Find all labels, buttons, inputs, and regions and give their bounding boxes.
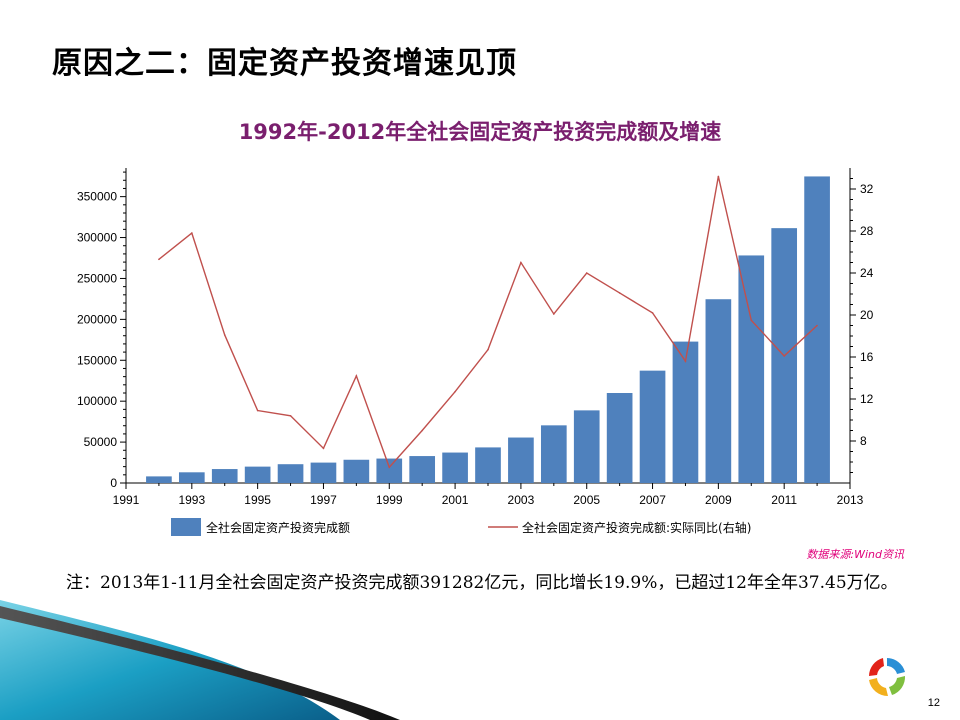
- growth-point: [158, 258, 160, 261]
- bar: [146, 476, 172, 483]
- chart-title: 1992年-2012年全社会固定资产投资完成额及增速: [238, 120, 722, 144]
- bar: [738, 255, 765, 483]
- footnote: 注：2013年1-11月全社会固定资产投资完成额391282亿元，同比增长19.…: [66, 573, 898, 593]
- x-tick-label: 1997: [310, 493, 337, 507]
- y-left-tick-label: 100000: [77, 394, 117, 408]
- growth-point: [750, 319, 753, 322]
- bar: [343, 459, 370, 483]
- chart: 0 50000 100000 150000 200000 250000 300000 3500…: [77, 168, 874, 536]
- source-note: 数据来源:Wind资讯: [806, 548, 904, 561]
- growth-point: [223, 334, 226, 336]
- growth-point: [520, 261, 522, 264]
- y-right-tick-label: 20: [860, 308, 874, 322]
- y-right-tick-label: 16: [860, 350, 874, 364]
- bar: [475, 447, 501, 483]
- bar: [442, 452, 468, 483]
- legend-line-label: 全社会固定资产投资完成额:实际同比(右轴): [522, 520, 751, 535]
- growth-point: [421, 429, 423, 432]
- bar: [409, 456, 436, 483]
- x-tick-label: 2007: [639, 493, 666, 507]
- x-tick-label: 1999: [376, 493, 403, 507]
- bar: [211, 469, 238, 483]
- x-tick-label: 2011: [771, 493, 797, 507]
- y-right-tick-label: 8: [860, 434, 867, 448]
- bar: [705, 299, 732, 483]
- y-right-tick-label: 12: [860, 392, 874, 406]
- y-left-tick-label: 150000: [77, 353, 117, 367]
- page-number: 12: [927, 697, 940, 709]
- growth-point: [289, 415, 292, 417]
- y-right-tick-label: 32: [860, 182, 874, 196]
- y-left-tick-label: 300000: [77, 231, 117, 245]
- y-left-tick-label: 0: [110, 476, 117, 490]
- growth-point: [553, 313, 555, 315]
- bar: [244, 466, 271, 483]
- bar: [508, 437, 534, 483]
- y-right-tick-label: 28: [860, 224, 874, 238]
- growth-point: [585, 272, 588, 274]
- bar: [178, 472, 205, 483]
- x-tick-label: 1995: [244, 493, 271, 507]
- deco-dark-swoosh: [0, 606, 400, 720]
- legend-bar-label: 全社会固定资产投资完成额: [206, 520, 350, 535]
- x-tick-label: 2009: [705, 493, 732, 507]
- y-left-tick-label: 250000: [77, 271, 117, 285]
- y-left-tick-label: 50000: [84, 435, 118, 449]
- x-tick-label: 2013: [837, 493, 864, 507]
- growth-point: [388, 466, 391, 469]
- bar: [804, 176, 830, 483]
- growth-point: [651, 312, 654, 314]
- slide-title: 原因之二：固定资产投资增速见顶: [52, 46, 517, 81]
- growth-point: [717, 175, 720, 178]
- company-logo-icon: [869, 658, 906, 697]
- x-tick-label: 1993: [178, 493, 205, 507]
- deco-teal-swoosh: [0, 600, 340, 720]
- y-right-tick-label: 24: [860, 266, 874, 280]
- bar: [639, 370, 666, 483]
- bar: [540, 425, 567, 483]
- growth-point: [322, 447, 325, 450]
- bar: [573, 410, 600, 483]
- bar: [672, 341, 699, 483]
- x-tick-label: 2003: [508, 493, 535, 507]
- growth-point: [191, 232, 193, 234]
- legend-layer: 全社会固定资产投资完成额 全社会固定资产投资完成额:实际同比(右轴): [171, 518, 751, 536]
- bar: [376, 458, 403, 483]
- y-left-tick-label: 350000: [77, 190, 117, 204]
- growth-point: [618, 292, 621, 294]
- x-tick-label: 2001: [442, 493, 469, 507]
- bar: [277, 464, 304, 483]
- growth-point: [256, 409, 259, 412]
- legend-bar-swatch: [171, 518, 201, 536]
- growth-point: [355, 375, 358, 377]
- bar: [606, 393, 633, 483]
- growth-point: [487, 348, 489, 351]
- growth-point: [783, 355, 785, 357]
- line-layer: [158, 175, 818, 469]
- x-tick-label: 1991: [113, 493, 140, 507]
- bar: [310, 462, 337, 483]
- y-left-tick-label: 200000: [77, 312, 117, 326]
- bars-layer: [146, 176, 830, 483]
- growth-point: [816, 324, 818, 327]
- growth-point: [454, 390, 456, 393]
- growth-point: [684, 360, 687, 363]
- x-tick-label: 2005: [573, 493, 600, 507]
